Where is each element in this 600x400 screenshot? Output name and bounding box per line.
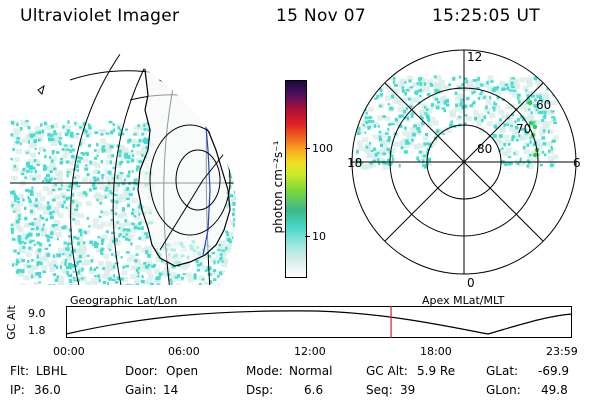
- altitude-axis-label: GC Alt: [4, 305, 18, 340]
- mlt-label-18: 18: [347, 156, 362, 170]
- aurora-emission: [10, 120, 236, 285]
- door-label: Door:: [125, 364, 158, 378]
- altitude-tick-max: 9.0: [28, 307, 46, 320]
- island-outline: [37, 84, 45, 95]
- glat-value: -69.9: [538, 364, 570, 378]
- emission-spot: [532, 124, 538, 130]
- map-guide-line: [159, 179, 204, 251]
- colorbar-tick-100: 100: [312, 142, 333, 155]
- seq-value: 39: [400, 383, 416, 397]
- apex-panel-caption: Apex MLat/MLT: [422, 294, 505, 307]
- gain-label: Gain:: [125, 383, 157, 397]
- mlt-label-12: 12: [467, 50, 482, 64]
- seq-label: Seq:: [366, 383, 393, 397]
- time-tick-0000: 00:00: [53, 345, 85, 358]
- mlat-contour: [175, 149, 221, 211]
- mlat-contour: [149, 124, 231, 236]
- meridian-line: [70, 50, 131, 285]
- time-tick-0600: 06:00: [168, 345, 200, 358]
- mlat-label-60: 60: [536, 98, 551, 112]
- colorbar-tick-mark: [305, 148, 310, 149]
- colorbar-tick-mark: [305, 236, 310, 237]
- colorbar-tick-10: 10: [312, 230, 326, 243]
- time-tick-2359: 23:59: [546, 345, 578, 358]
- colorbar: [285, 80, 307, 278]
- emission-spot: [528, 120, 534, 126]
- gc-alt-value: 5.9 Re: [417, 364, 456, 378]
- altitude-timeline: [66, 306, 572, 338]
- altitude-curve: [66, 310, 572, 335]
- dsp-value: 6.6: [304, 383, 324, 397]
- mlat-label-70: 70: [516, 122, 531, 136]
- time-tick-1200: 12:00: [294, 345, 326, 358]
- mlat-label-80: 80: [477, 142, 492, 156]
- header-date: 15 Nov 07: [276, 6, 366, 26]
- glon-label: GLon:: [486, 383, 521, 397]
- mode-value: Normal: [289, 364, 333, 378]
- ip-label: IP:: [10, 383, 25, 397]
- emission-spot: [527, 100, 533, 106]
- geographic-map: [10, 50, 236, 285]
- coastline: [137, 65, 231, 267]
- mlt-label-0: 0: [467, 276, 475, 290]
- filter-value: LBHL: [36, 364, 67, 378]
- gc-alt-label: GC Alt:: [366, 364, 408, 378]
- door-value: Open: [166, 364, 199, 378]
- mlt-label-6: 6: [573, 156, 581, 170]
- track-line: [202, 114, 211, 256]
- polar-plot: 12 18 6 0 60 70 80: [347, 49, 581, 290]
- filter-label: Flt:: [10, 364, 29, 378]
- header-time: 15:25:05 UT: [432, 6, 540, 26]
- altitude-tick-min: 1.8: [28, 324, 46, 337]
- app-title: Ultraviolet Imager: [20, 6, 180, 26]
- glon-value: 49.8: [541, 383, 568, 397]
- glat-label: GLat:: [486, 364, 519, 378]
- mode-label: Mode:: [246, 364, 283, 378]
- dsp-label: Dsp:: [246, 383, 274, 397]
- geo-panel-caption: Geographic Lat/Lon: [70, 294, 178, 307]
- emission-spot: [532, 152, 538, 158]
- gain-value: 14: [163, 383, 179, 397]
- time-tick-1800: 18:00: [420, 345, 452, 358]
- colorbar-unit-label: photon cm⁻²s⁻¹: [271, 140, 285, 234]
- timeline-frame: [66, 306, 572, 338]
- ip-value: 36.0: [34, 383, 61, 397]
- polar-diagonal: [384, 82, 544, 242]
